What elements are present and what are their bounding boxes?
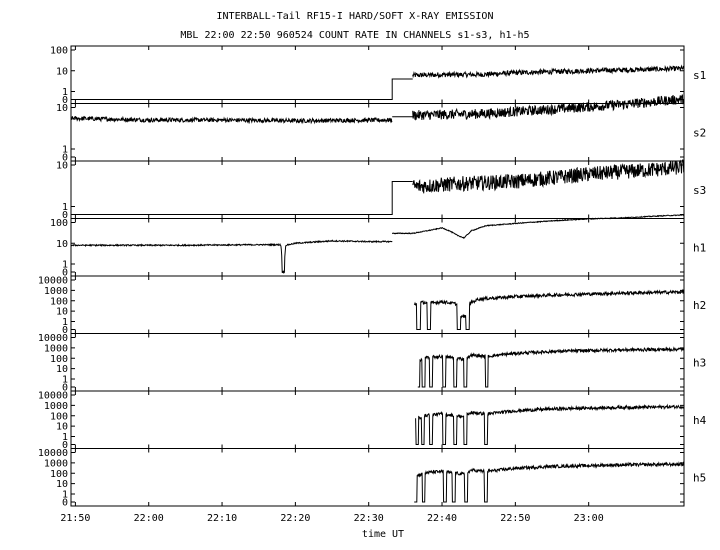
series-h1-segment [70, 239, 393, 275]
x-tick-label: 22:30 [354, 513, 384, 524]
panel-frame [70, 333, 685, 392]
y-tick-label: 10000 [38, 276, 68, 287]
panel-s3: 10 10 s3 [56, 159, 706, 221]
panel-label-s3: s3 [693, 184, 706, 197]
y-tick-label: 1 [62, 202, 68, 213]
panel-label-h2: h2 [693, 299, 706, 312]
y-tick-label: 10 [56, 307, 68, 318]
series-s1-segment [71, 78, 413, 100]
panel-label-s1: s1 [693, 69, 706, 82]
y-tick-label: 1 [62, 375, 68, 386]
y-tick-label: 1000 [44, 286, 68, 297]
x-tick-label: 22:00 [134, 513, 164, 524]
x-tick-label: 21:50 [60, 513, 90, 524]
y-tick-label: 1000 [44, 343, 68, 354]
series-h2-segment [413, 288, 685, 330]
y-tick-label: 0 [62, 153, 68, 164]
y-tick-label: 10 [56, 479, 68, 490]
y-tick-label: 100 [50, 411, 68, 422]
y-tick-label: 100 [50, 46, 68, 57]
series-h1-segment [391, 214, 685, 240]
series-s2-segment [70, 115, 393, 125]
y-tick-label: 10 [56, 239, 68, 250]
y-tick-label: 0 [62, 268, 68, 279]
y-tick-label: 0 [62, 498, 68, 509]
y-tick-label: 100 [50, 469, 68, 480]
y-tick-label: 1 [62, 87, 68, 98]
y-tick-label: 10 [56, 422, 68, 433]
y-tick-label: 10 [56, 66, 68, 77]
x-tick-label: 22:40 [427, 513, 457, 524]
panel-h1: 100 10 10 h1 [50, 214, 706, 279]
chart-subtitle: MBL 22:00 22:50 960524 COUNT RATE IN CHA… [180, 30, 529, 41]
y-tick-label: 10000 [38, 391, 68, 402]
y-tick-label: 1 [62, 432, 68, 443]
panel-label-h5: h5 [693, 471, 706, 484]
panel-frame [70, 103, 685, 162]
panel-frame [70, 218, 685, 277]
y-tick-label: 0 [62, 95, 68, 106]
panel-s1: 100 10 10 s1 [50, 45, 706, 106]
panel-frame [70, 45, 685, 104]
y-tick-label: 10000 [38, 333, 68, 344]
x-axis-label: time UT [362, 529, 404, 540]
panel-label-s2: s2 [693, 126, 706, 139]
x-tick-label: 22:20 [280, 513, 310, 524]
y-tick-label: 1000 [44, 458, 68, 469]
y-tick-label: 100 [50, 354, 68, 365]
y-tick-label: 0 [62, 210, 68, 221]
panel-label-h4: h4 [693, 414, 707, 427]
series-h5-segment [414, 461, 685, 503]
y-tick-label: 100 [50, 296, 68, 307]
series-s3-segment [71, 181, 413, 215]
y-tick-label: 0 [62, 325, 68, 336]
panel-label-h3: h3 [693, 356, 706, 369]
y-tick-label: 100 [50, 218, 68, 229]
y-tick-label: 1 [62, 490, 68, 501]
panel-frame [70, 448, 685, 507]
x-tick-label: 23:00 [574, 513, 604, 524]
y-tick-label: 0 [62, 383, 68, 394]
panel-frame [70, 275, 685, 334]
y-tick-label: 0 [62, 440, 68, 451]
y-tick-label: 1 [62, 260, 68, 271]
series-h3-segment [417, 346, 685, 388]
panel-frame [70, 160, 685, 219]
x-tick-label: 22:50 [500, 513, 530, 524]
y-tick-label: 1000 [44, 401, 68, 412]
series-h4-segment [415, 403, 685, 445]
y-tick-label: 1 [62, 145, 68, 156]
y-tick-label: 10 [56, 161, 68, 172]
y-tick-label: 10 [56, 103, 68, 114]
chart-title: INTERBALL-Tail RF15-I HARD/SOFT X-RAY EM… [217, 11, 494, 22]
panels: 1001010s11010s21010s31001010h11000010001… [38, 45, 707, 509]
y-tick-label: 1 [62, 317, 68, 328]
series-s3-segment [412, 159, 685, 194]
panel-label-h1: h1 [693, 241, 706, 254]
x-tick-label: 22:10 [207, 513, 237, 524]
y-tick-label: 10 [56, 364, 68, 375]
panel-frame [70, 390, 685, 449]
series-s1-segment [412, 64, 684, 79]
series-s2-segment [412, 94, 685, 121]
y-tick-label: 10000 [38, 448, 68, 459]
x-axis: 21:50 22:00 22:10 22:20 22:30 22:40 22:50 23:00 [60, 513, 603, 524]
